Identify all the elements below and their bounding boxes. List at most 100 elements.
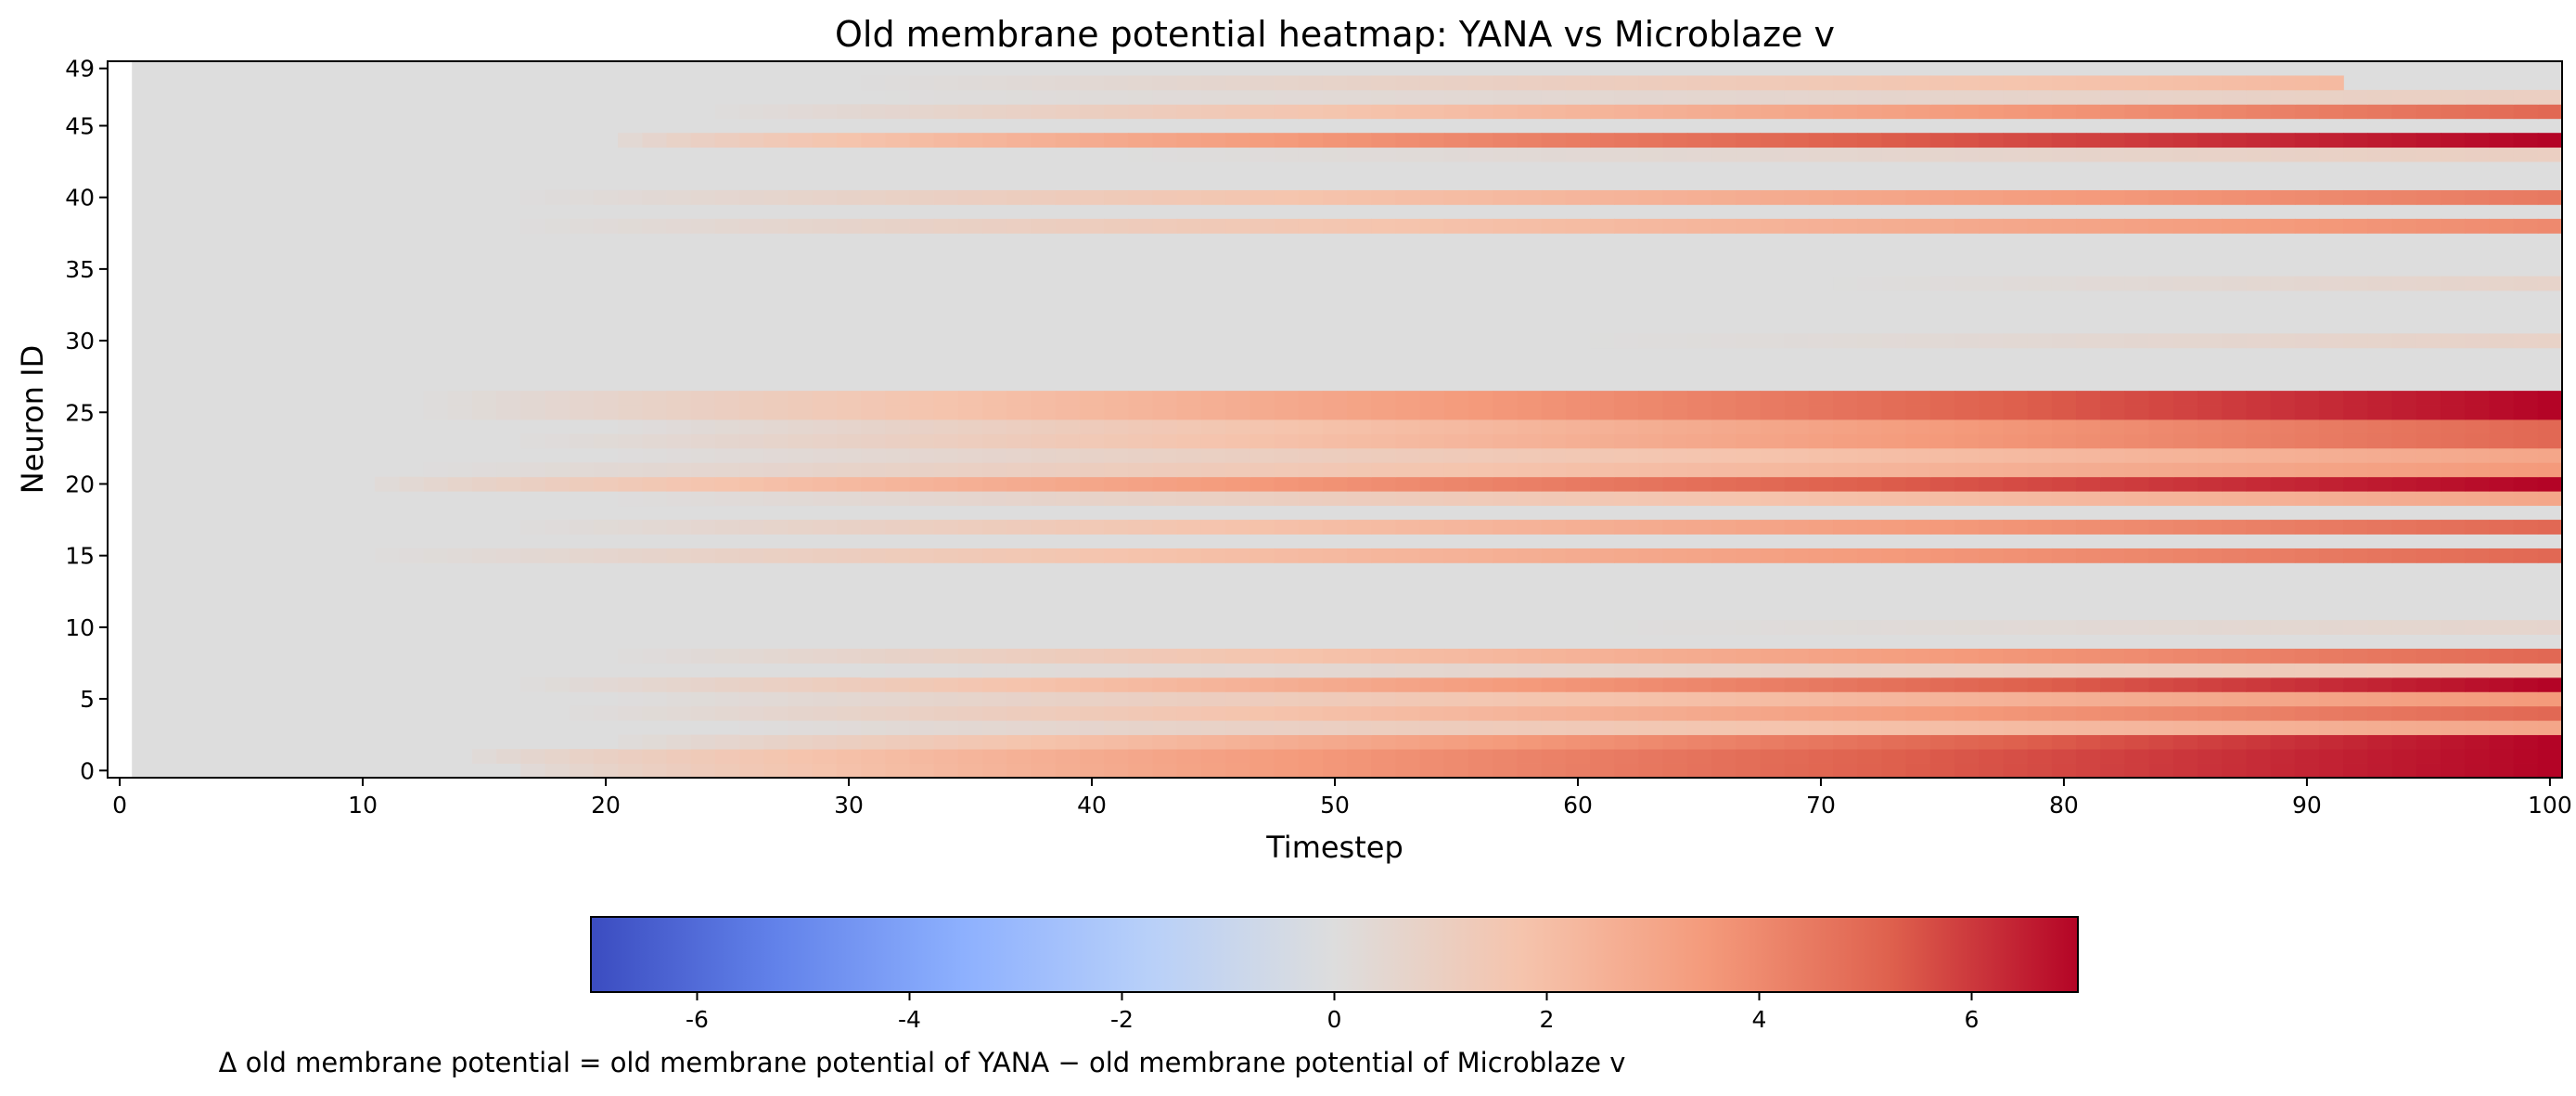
heatmap-cell xyxy=(812,133,838,148)
heatmap-cell xyxy=(2076,218,2101,234)
heatmap-cell xyxy=(1590,104,1615,120)
heatmap-cell xyxy=(2027,447,2053,463)
heatmap-cell xyxy=(1176,763,1202,779)
heatmap-cell xyxy=(1905,333,1931,349)
heatmap-cell xyxy=(1468,476,1493,492)
heatmap-cell xyxy=(2124,763,2150,779)
heatmap-cell xyxy=(1079,677,1105,692)
heatmap-cell xyxy=(2222,620,2248,635)
heatmap-cell xyxy=(1784,620,1810,635)
heatmap-cell xyxy=(2343,649,2369,664)
heatmap-cell xyxy=(2246,691,2272,707)
heatmap-cell xyxy=(1929,691,1955,707)
heatmap-cell xyxy=(1225,763,1250,779)
heatmap-cell xyxy=(1541,649,1567,664)
heatmap-cell xyxy=(2319,147,2344,162)
heatmap-cell xyxy=(1443,548,1469,563)
heatmap-cell xyxy=(2294,433,2320,449)
heatmap-cell xyxy=(763,133,789,148)
heatmap-cell xyxy=(2294,749,2320,764)
heatmap-cell xyxy=(2270,75,2296,91)
colorbar-tick-label: -4 xyxy=(898,1006,921,1033)
heatmap-cell xyxy=(2246,405,2272,420)
heatmap-cell xyxy=(714,649,740,664)
heatmap-cell xyxy=(1711,433,1737,449)
heatmap-cell xyxy=(1565,462,1591,478)
heatmap-cell xyxy=(2100,405,2126,420)
heatmap-cell xyxy=(1395,491,1421,507)
heatmap-cell xyxy=(1250,419,1275,434)
heatmap-cell xyxy=(1395,476,1421,492)
heatmap-cell xyxy=(1371,462,1397,478)
heatmap-cell xyxy=(1662,749,1688,764)
heatmap-cell xyxy=(2294,462,2320,478)
heatmap-cell xyxy=(1006,491,1032,507)
y-tick-label: 49 xyxy=(65,56,95,83)
heatmap-cell xyxy=(1104,89,1129,105)
heatmap-cell xyxy=(2343,147,2369,162)
heatmap-cell xyxy=(2076,89,2101,105)
heatmap-cell xyxy=(1565,218,1591,234)
heatmap-cell xyxy=(982,75,1007,91)
heatmap-cell xyxy=(861,749,886,764)
heatmap-cell xyxy=(1274,433,1300,449)
heatmap-cell xyxy=(2319,462,2344,478)
heatmap-cell xyxy=(1322,419,1348,434)
heatmap-cell xyxy=(2416,419,2441,434)
heatmap-cell xyxy=(1905,705,1931,721)
heatmap-cell xyxy=(2270,189,2296,205)
heatmap-cell xyxy=(2319,734,2344,750)
heatmap-cell xyxy=(2198,677,2223,692)
heatmap-cell xyxy=(1152,189,1178,205)
heatmap-cell xyxy=(1760,218,1786,234)
heatmap-cell xyxy=(2172,75,2198,91)
heatmap-cell xyxy=(1371,476,1397,492)
heatmap-cell xyxy=(1493,691,1519,707)
heatmap-cell xyxy=(1662,491,1688,507)
heatmap-cell xyxy=(1274,720,1300,736)
heatmap-cell xyxy=(1929,763,1955,779)
heatmap-cell xyxy=(2076,663,2101,678)
heatmap-cell xyxy=(1347,734,1372,750)
heatmap-cell xyxy=(1347,133,1372,148)
heatmap-cell xyxy=(1760,763,1786,779)
heatmap-cell xyxy=(1808,691,1834,707)
heatmap-cell xyxy=(2537,749,2563,764)
heatmap-cell xyxy=(2172,405,2198,420)
heatmap-cell xyxy=(2319,663,2344,678)
heatmap-cell xyxy=(1031,405,1057,420)
heatmap-cell xyxy=(1614,520,1640,535)
heatmap-cell xyxy=(1711,391,1737,406)
heatmap-cell xyxy=(1929,520,1955,535)
heatmap-cell xyxy=(2513,276,2539,291)
heatmap-cell xyxy=(1905,763,1931,779)
heatmap-cell xyxy=(1176,691,1202,707)
heatmap-cell xyxy=(1371,419,1397,434)
heatmap-cell xyxy=(1662,89,1688,105)
heatmap-cell xyxy=(885,447,911,463)
heatmap-cell xyxy=(1614,75,1640,91)
heatmap-cell xyxy=(666,763,692,779)
heatmap-cell xyxy=(739,705,764,721)
heatmap-cell xyxy=(1857,548,1883,563)
heatmap-cell xyxy=(763,189,789,205)
x-tick-label: 0 xyxy=(112,792,127,819)
heatmap-cell xyxy=(1031,189,1057,205)
heatmap-cell xyxy=(1176,447,1202,463)
heatmap-cell xyxy=(982,734,1007,750)
heatmap-cell xyxy=(2441,491,2466,507)
heatmap-cell xyxy=(2172,104,2198,120)
heatmap-cell xyxy=(1760,75,1786,91)
heatmap-cell xyxy=(2441,447,2466,463)
heatmap-cell xyxy=(982,218,1007,234)
heatmap-cell xyxy=(2441,705,2466,721)
heatmap-cell xyxy=(2441,649,2466,664)
heatmap-cell xyxy=(2222,663,2248,678)
heatmap-cell xyxy=(2100,520,2126,535)
heatmap-cell xyxy=(2343,433,2369,449)
heatmap-cell xyxy=(1541,391,1567,406)
heatmap-cell xyxy=(1979,447,2005,463)
heatmap-cell xyxy=(2124,677,2150,692)
heatmap-cell xyxy=(1881,520,1907,535)
heatmap-cell xyxy=(2441,677,2466,692)
